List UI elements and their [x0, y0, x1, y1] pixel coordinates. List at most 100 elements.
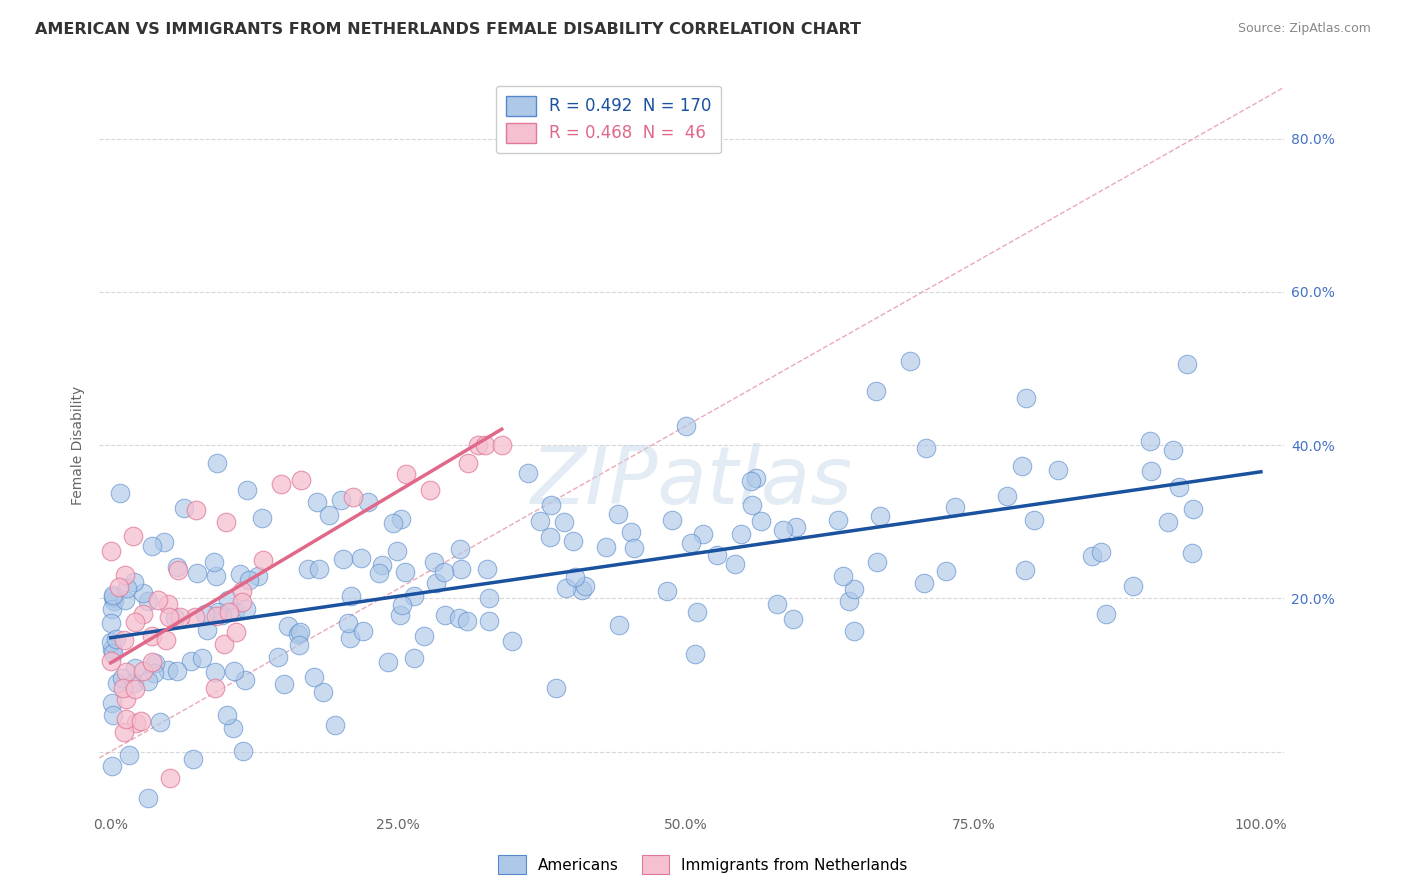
- Point: [423, 555, 446, 569]
- Point: [391, 598, 413, 612]
- Point: [114, 691, 136, 706]
- Point: [101, 602, 124, 616]
- Point: [205, 609, 228, 624]
- Point: [186, 566, 208, 580]
- Point: [124, 615, 146, 630]
- Point: [935, 564, 957, 578]
- Point: [692, 526, 714, 541]
- Point: [370, 558, 392, 573]
- Point: [1047, 463, 1070, 477]
- Point: [122, 676, 145, 690]
- Point: [332, 552, 354, 566]
- Point: [153, 534, 176, 549]
- Point: [225, 625, 247, 640]
- Point: [661, 512, 683, 526]
- Point: [1157, 516, 1180, 530]
- Point: [679, 535, 702, 549]
- Point: [114, 568, 136, 582]
- Point: [1014, 391, 1036, 405]
- Point: [267, 650, 290, 665]
- Y-axis label: Female Disability: Female Disability: [72, 385, 86, 505]
- Point: [832, 569, 855, 583]
- Point: [212, 637, 235, 651]
- Point: [308, 561, 330, 575]
- Point: [337, 615, 360, 630]
- Point: [425, 576, 447, 591]
- Point: [741, 498, 763, 512]
- Point: [181, 752, 204, 766]
- Point: [100, 758, 122, 772]
- Point: [385, 544, 408, 558]
- Point: [277, 619, 299, 633]
- Point: [540, 498, 562, 512]
- Point: [995, 489, 1018, 503]
- Point: [205, 456, 228, 470]
- Point: [297, 562, 319, 576]
- Point: [100, 635, 122, 649]
- Point: [236, 483, 259, 497]
- Point: [342, 490, 364, 504]
- Point: [564, 570, 586, 584]
- Point: [555, 582, 578, 596]
- Point: [218, 605, 240, 619]
- Point: [491, 438, 513, 452]
- Point: [287, 627, 309, 641]
- Point: [478, 615, 501, 629]
- Point: [433, 607, 456, 622]
- Point: [156, 597, 179, 611]
- Point: [433, 565, 456, 579]
- Point: [724, 557, 747, 571]
- Point: [290, 473, 312, 487]
- Point: [202, 554, 225, 568]
- Point: [235, 602, 257, 616]
- Point: [117, 581, 139, 595]
- Point: [238, 573, 260, 587]
- Point: [215, 708, 238, 723]
- Point: [419, 483, 441, 497]
- Point: [157, 609, 180, 624]
- Point: [318, 508, 340, 523]
- Point: [914, 441, 936, 455]
- Point: [217, 593, 239, 607]
- Point: [114, 592, 136, 607]
- Point: [574, 579, 596, 593]
- Point: [449, 611, 471, 625]
- Text: Source: ZipAtlas.com: Source: ZipAtlas.com: [1237, 22, 1371, 36]
- Point: [413, 629, 436, 643]
- Point: [132, 607, 155, 621]
- Point: [606, 507, 628, 521]
- Point: [100, 615, 122, 630]
- Point: [101, 696, 124, 710]
- Point: [302, 670, 325, 684]
- Point: [101, 646, 124, 660]
- Point: [141, 539, 163, 553]
- Point: [620, 525, 643, 540]
- Point: [250, 511, 273, 525]
- Point: [246, 569, 269, 583]
- Point: [475, 561, 498, 575]
- Point: [157, 663, 180, 677]
- Point: [529, 515, 551, 529]
- Point: [1081, 549, 1104, 564]
- Point: [516, 466, 538, 480]
- Point: [675, 419, 697, 434]
- Point: [100, 543, 122, 558]
- Point: [623, 541, 645, 555]
- Point: [124, 681, 146, 696]
- Point: [744, 470, 766, 484]
- Point: [105, 676, 128, 690]
- Text: AMERICAN VS IMMIGRANTS FROM NETHERLANDS FEMALE DISABILITY CORRELATION CHART: AMERICAN VS IMMIGRANTS FROM NETHERLANDS …: [35, 22, 860, 37]
- Point: [101, 590, 124, 604]
- Point: [191, 650, 214, 665]
- Point: [394, 565, 416, 579]
- Point: [740, 474, 762, 488]
- Point: [865, 384, 887, 398]
- Point: [184, 502, 207, 516]
- Point: [136, 790, 159, 805]
- Point: [290, 624, 312, 639]
- Point: [112, 681, 135, 695]
- Point: [350, 551, 373, 566]
- Point: [194, 607, 217, 621]
- Point: [1094, 607, 1116, 621]
- Point: [100, 654, 122, 668]
